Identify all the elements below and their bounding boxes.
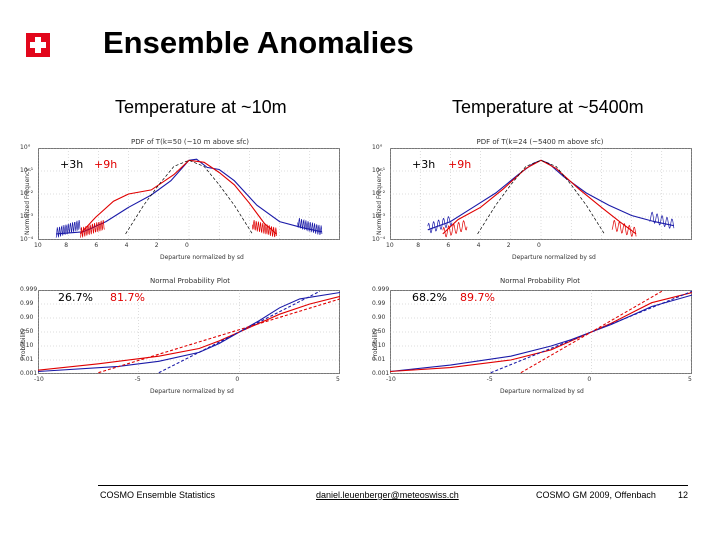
y-tick-label: 0.90 <box>20 314 34 321</box>
x-tick-label: -10 <box>34 376 44 383</box>
x-tick-label: -5 <box>134 376 141 383</box>
series-fit-9h <box>520 290 663 374</box>
footer-divider <box>98 485 688 486</box>
swiss-cross-icon <box>26 33 50 57</box>
x-tick-label: -10 <box>386 376 396 383</box>
x-axis-label: Departure normalized by sd <box>160 254 244 261</box>
annotation-plus9h: +9h <box>94 158 118 171</box>
y-tick-label: 0.50 <box>20 328 34 335</box>
x-tick-label: -5 <box>486 376 493 383</box>
series-noise-tail <box>55 219 81 238</box>
y-tick-label: 10⁻⁴ <box>372 236 386 243</box>
y-tick-label: 0.10 <box>372 342 386 349</box>
series-gaussian <box>125 159 253 235</box>
x-tick-label: 10 <box>34 242 42 249</box>
series-fit-9h <box>98 298 340 374</box>
footer-title: COSMO Ensemble Statistics <box>100 490 216 500</box>
x-tick-label: 4 <box>124 242 129 249</box>
x-tick-label: 5 <box>688 376 692 383</box>
series--9h <box>442 159 637 235</box>
x-tick-label: 2 <box>154 242 159 249</box>
page-number: 12 <box>678 490 689 500</box>
x-tick-label: 0 <box>185 242 189 249</box>
series-noise-tail <box>427 215 453 234</box>
annotation-plus3h: 26.7% <box>58 291 93 304</box>
chart-title: PDF of T(k=24 (~5400 m above sfc) <box>476 138 604 146</box>
y-tick-label: 10° <box>20 144 31 151</box>
x-tick-label: 8 <box>64 242 69 249</box>
y-tick-label: 0.99 <box>20 300 34 307</box>
y-tick-label: 10⁻³ <box>20 213 34 220</box>
series--9h <box>38 295 340 371</box>
x-tick-label: 10 <box>386 242 394 249</box>
y-tick-label: 0.001 <box>372 370 390 377</box>
y-tick-label: 0.001 <box>20 370 38 377</box>
y-tick-label: 10° <box>372 144 383 151</box>
series-noise-tail <box>611 219 637 237</box>
x-tick-label: 2 <box>506 242 511 249</box>
x-axis-label: Departure normalized by sd <box>150 388 234 395</box>
series-noise-tail <box>297 218 323 236</box>
x-tick-label: 0 <box>235 376 240 383</box>
x-axis-label: Departure normalized by sd <box>500 388 584 395</box>
x-tick-label: 0 <box>537 242 541 249</box>
panel-heading-10m: Temperature at ~10m <box>115 97 287 117</box>
email-link[interactable]: daniel.leuenberger@meteoswiss.ch <box>316 490 459 500</box>
page-title: Ensemble Anomalies <box>103 25 414 60</box>
series-noise-tail <box>649 211 675 229</box>
panel-heading-5400m: Temperature at ~5400m <box>452 97 644 117</box>
series-noise-tail <box>252 220 277 238</box>
series--3h <box>38 291 340 373</box>
chart-title: Normal Probability Plot <box>150 277 230 285</box>
footer-email[interactable]: daniel.leuenberger@meteoswiss.ch <box>316 490 459 500</box>
y-axis-label: Normalized Frequency <box>24 168 31 235</box>
x-tick-label: 4 <box>476 242 481 249</box>
y-axis-label: Normalized Frequency <box>376 168 383 235</box>
footer-event: COSMO GM 2009, Offenbach <box>536 490 656 500</box>
y-tick-label: 10⁻³ <box>372 213 386 220</box>
annotation-plus9h: 81.7% <box>110 291 145 304</box>
y-tick-label: 10⁻⁴ <box>20 236 34 243</box>
x-tick-label: 0 <box>587 376 592 383</box>
y-tick-label: 0.50 <box>372 328 386 335</box>
y-tick-label: 0.90 <box>372 314 386 321</box>
x-tick-label: 5 <box>336 376 340 383</box>
y-tick-label: 10⁻² <box>372 190 386 197</box>
series--9h <box>79 159 277 235</box>
annotation-plus3h: +3h <box>60 158 84 171</box>
plot-area <box>390 148 692 240</box>
plot-area <box>38 148 340 240</box>
y-tick-label: 0.01 <box>372 356 386 363</box>
x-tick-label: 8 <box>416 242 421 249</box>
annotation-plus3h: 68.2% <box>412 291 447 304</box>
series-noise-tail <box>79 219 105 238</box>
plot-area <box>390 290 692 374</box>
annotation-plus9h: +9h <box>448 158 472 171</box>
chart-title: PDF of T(k=50 (~10 m above sfc) <box>130 138 250 146</box>
x-tick-label: 6 <box>94 242 99 249</box>
y-tick-label: 10⁻¹ <box>372 167 386 174</box>
plot-area <box>38 290 340 374</box>
series-fit-3h <box>158 290 321 374</box>
x-tick-label: 6 <box>446 242 451 249</box>
y-tick-label: 0.99 <box>372 300 386 307</box>
y-tick-label: 0.999 <box>20 286 38 293</box>
y-tick-label: 0.999 <box>372 286 390 293</box>
series-noise-tail <box>442 220 468 238</box>
series-fit-3h <box>490 290 692 374</box>
x-axis-label: Departure normalized by sd <box>512 254 596 261</box>
chart-title: Normal Probability Plot <box>500 277 580 285</box>
annotation-plus3h: +3h <box>412 158 436 171</box>
y-tick-label: 0.10 <box>20 342 34 349</box>
y-tick-label: 10⁻¹ <box>20 167 34 174</box>
series--3h <box>56 158 323 235</box>
y-tick-label: 10⁻² <box>20 190 34 197</box>
series-gaussian <box>477 159 605 235</box>
y-tick-label: 0.01 <box>20 356 34 363</box>
annotation-plus9h: 89.7% <box>460 291 495 304</box>
